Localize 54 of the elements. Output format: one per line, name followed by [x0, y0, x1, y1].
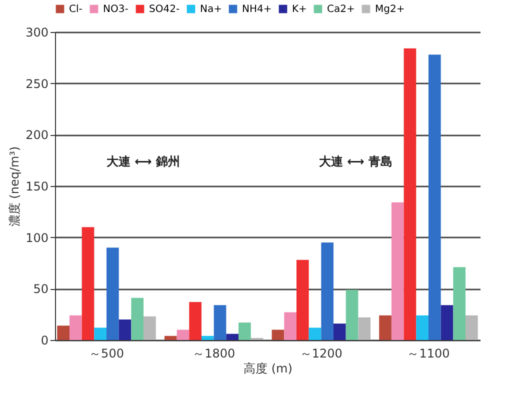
bar	[226, 334, 239, 340]
bar	[201, 336, 214, 340]
bar	[346, 290, 358, 340]
x-tick-label: ～500	[89, 346, 124, 360]
bar	[358, 317, 371, 340]
bar	[94, 328, 107, 340]
y-axis-title: 濃度 (neq/m³)	[8, 146, 22, 227]
bar	[238, 322, 251, 340]
bar	[296, 260, 309, 340]
annotation: 大連 ⟷ 青島	[318, 154, 393, 168]
legend-label: SO42-	[149, 4, 180, 15]
bar	[214, 305, 226, 340]
annotation: 大連 ⟷ 錦州	[106, 154, 180, 168]
legend-label: K+	[292, 4, 307, 15]
bar	[334, 324, 346, 340]
bar	[189, 302, 202, 340]
bar	[321, 242, 334, 340]
bar	[308, 328, 322, 340]
y-tick-label: 50	[33, 282, 48, 296]
y-tick-label: 0	[40, 334, 48, 348]
y-tick-label: 150	[26, 180, 48, 194]
legend-label: NH4+	[242, 4, 272, 15]
y-tick-label: 250	[26, 76, 48, 91]
y-tick-label: 100	[26, 230, 48, 245]
legend-label: Na+	[200, 4, 222, 15]
bar	[453, 267, 466, 340]
bar	[82, 227, 94, 340]
x-axis-title: 高度 (m)	[244, 362, 292, 376]
legend-label: NO3-	[103, 4, 129, 15]
bar	[131, 298, 144, 340]
x-tick-label: ～1800	[192, 346, 236, 360]
bar	[164, 336, 177, 340]
legend-label: Cl-	[69, 4, 83, 15]
legend-label: Ca2+	[327, 4, 355, 15]
bar	[466, 315, 478, 340]
bar	[379, 315, 392, 340]
y-tick-label: 300	[26, 26, 48, 40]
bar	[106, 248, 119, 340]
legend-label: Mg2+	[375, 4, 405, 15]
bar	[284, 312, 296, 340]
bar	[118, 319, 132, 340]
bar	[416, 315, 428, 340]
bar	[69, 315, 82, 340]
x-tick-label: ～1100	[407, 346, 450, 360]
bar	[428, 54, 441, 340]
bar	[404, 48, 416, 340]
bar	[440, 305, 454, 340]
x-tick-label: ～1200	[300, 346, 342, 360]
y-tick-label: 200	[26, 128, 48, 142]
bar	[57, 326, 70, 340]
bar	[272, 330, 284, 340]
bar	[176, 330, 190, 340]
bar	[144, 316, 156, 340]
bar	[391, 202, 404, 340]
